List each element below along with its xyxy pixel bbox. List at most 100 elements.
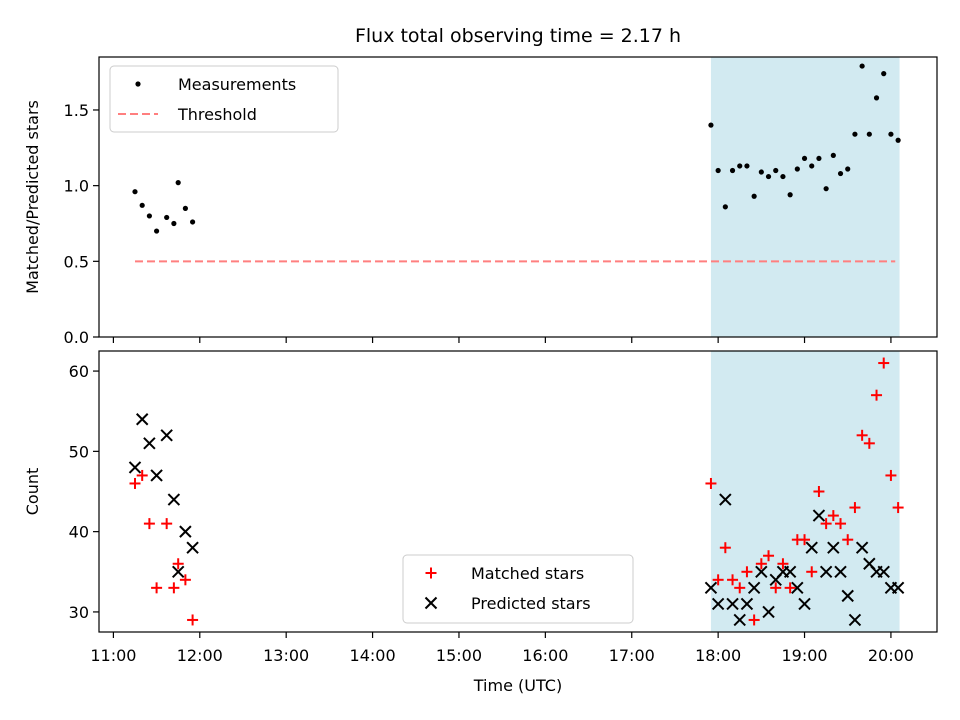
- legend-label: Measurements: [178, 75, 296, 94]
- matched-star-point: [719, 542, 731, 554]
- bottom-highlight-span: [710, 351, 900, 632]
- legend-swatch: [425, 567, 437, 579]
- top-x-ticks: [112, 337, 892, 343]
- predicted-star-point: [726, 597, 739, 611]
- matched-star-point: [863, 437, 875, 449]
- x-tick: 16:00: [522, 632, 568, 665]
- matched-star-point: [727, 574, 739, 586]
- y-tick: 40: [69, 523, 99, 542]
- matched-star-point: [172, 558, 184, 570]
- measurement-point: [845, 166, 851, 172]
- x-tick: 13:00: [263, 632, 309, 665]
- bottom-legend: Matched stars Predicted stars: [402, 554, 634, 624]
- x-tick-label: 18:00: [695, 646, 741, 665]
- legend-box: [109, 65, 339, 133]
- top-panel: 0.0 0.5 1.0 1.5 Matched/Predicted stars Mea…: [23, 56, 938, 347]
- matched-star-point: [168, 582, 180, 594]
- predicted-star-point: [179, 525, 192, 538]
- y-tick: 60: [69, 362, 99, 381]
- y-tick-label: 30: [69, 603, 89, 622]
- y-tick-label: 40: [69, 523, 89, 542]
- y-tick: 1.0: [64, 177, 99, 196]
- x-tick-label: 13:00: [263, 646, 309, 665]
- measurement-point: [895, 137, 901, 143]
- y-tick-label: 0.5: [64, 252, 89, 271]
- predicted-star-point: [747, 581, 761, 595]
- measurement-point: [773, 167, 779, 174]
- predicted-star-point: [762, 605, 775, 619]
- measurement-point: [729, 167, 736, 174]
- measurement-point: [888, 131, 894, 137]
- matched-star-point: [777, 558, 789, 570]
- x-tick-label: 11:00: [90, 646, 136, 665]
- top-y-ticks: 0.0 0.5 1.0 1.5: [64, 101, 99, 347]
- legend-label: Threshold: [177, 105, 257, 124]
- measurement-point: [189, 219, 196, 225]
- measurement-point: [837, 170, 844, 177]
- measurement-point: [132, 189, 138, 195]
- x-tick-label: 14:00: [350, 646, 396, 665]
- matched-star-point: [143, 518, 155, 530]
- matched-star-point: [187, 614, 199, 626]
- predicted-star-point: [733, 613, 746, 627]
- matched-star-point: [784, 582, 796, 594]
- predicted-star-point: [848, 613, 862, 627]
- matched-star-point: [820, 518, 832, 530]
- measurement-point: [715, 167, 721, 174]
- x-tick: 17:00: [609, 632, 655, 665]
- measurement-point: [809, 163, 815, 169]
- measurement-point: [823, 186, 829, 192]
- y-tick-label: 60: [69, 362, 89, 381]
- chart-title: Flux total observing time = 2.17 h: [355, 25, 681, 47]
- matched-star-point: [755, 558, 767, 570]
- matched-star-point: [129, 477, 141, 489]
- legend-label: Predicted stars: [471, 594, 591, 613]
- predicted-star-point: [143, 437, 156, 450]
- x-tick: 19:00: [781, 632, 828, 665]
- legend-label: Matched stars: [471, 564, 584, 583]
- measurement-point: [816, 155, 822, 162]
- predicted-star-point: [783, 565, 797, 578]
- measurement-point: [866, 131, 872, 137]
- legend-entry: Predicted stars: [424, 594, 591, 613]
- bottom-axes-frame: [98, 350, 938, 633]
- bottom-y-ticks: 30 40 50 60: [69, 362, 99, 622]
- bottom-series-group: [128, 357, 905, 627]
- x-tick: 11:00: [90, 632, 136, 665]
- predicted-star-point: [805, 541, 818, 554]
- top-highlight-span: [710, 57, 900, 337]
- matched-star-point: [849, 502, 861, 514]
- measurement-point: [744, 163, 750, 169]
- x-tick: 15:00: [436, 632, 482, 665]
- legend-swatch: [424, 596, 438, 610]
- measurement-point: [758, 169, 764, 175]
- predicted-star-point: [740, 597, 754, 611]
- matched-star-point: [806, 566, 818, 578]
- predicted-star-point: [877, 565, 890, 578]
- y-tick-label: 1.0: [64, 177, 89, 196]
- measurement-point: [881, 71, 887, 77]
- measurement-point: [780, 173, 786, 180]
- x-tick-label: 12:00: [177, 646, 223, 665]
- y-tick: 0.5: [64, 252, 99, 271]
- predicted-star-point: [841, 589, 854, 603]
- matched-star-point: [712, 574, 724, 586]
- legend-entry: Matched stars: [425, 564, 584, 583]
- matched-star-point: [813, 486, 825, 497]
- predicted-star-point: [827, 541, 840, 554]
- top-axes-frame: [98, 56, 938, 338]
- measurement-point: [171, 220, 177, 227]
- measurement-point: [182, 205, 188, 211]
- predicted-star-point: [891, 581, 905, 595]
- measurement-point: [794, 166, 800, 172]
- measurement-point: [830, 152, 836, 158]
- predicted-star-point: [755, 565, 768, 578]
- top-series-group: [132, 63, 901, 263]
- matched-star-point: [748, 614, 760, 626]
- predicted-star-point: [171, 565, 185, 578]
- x-tick: 12:00: [177, 632, 223, 665]
- matched-star-point: [835, 518, 847, 530]
- measurement-point: [164, 214, 170, 221]
